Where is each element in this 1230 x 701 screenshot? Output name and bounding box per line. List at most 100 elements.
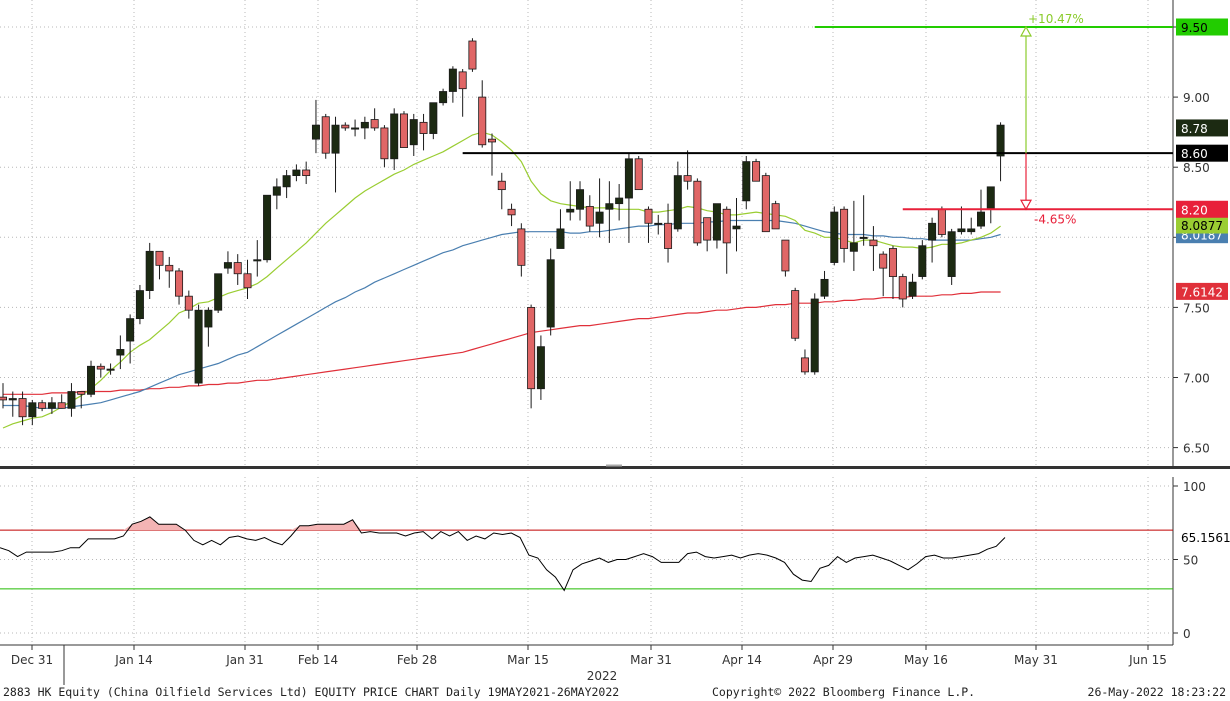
candle-body (566, 208, 575, 213)
candle-body (664, 222, 673, 249)
candle-body (683, 175, 692, 182)
candle-body (448, 68, 457, 92)
downside-percent-label: -4.65% (1034, 212, 1076, 226)
candle-body (605, 203, 614, 210)
candle-body (527, 306, 536, 390)
candle-body (439, 91, 448, 104)
candle-body (791, 290, 800, 339)
candle-body (752, 161, 761, 182)
downside-arrow-head (1019, 199, 1033, 211)
candle-body (321, 116, 330, 154)
candle-body (87, 365, 96, 395)
candle-body (57, 402, 66, 409)
time-tick-label: Jun 15 (1128, 653, 1167, 667)
candle-body (429, 102, 438, 134)
candle-body (879, 253, 888, 269)
candle-body (536, 346, 545, 390)
candle-body (644, 208, 653, 224)
candle-body (126, 318, 135, 342)
candle-body (38, 402, 47, 409)
candle-body (155, 250, 164, 266)
candle-body (468, 40, 477, 70)
candle-body (331, 124, 340, 154)
candle-body (214, 273, 223, 311)
candle-body (996, 124, 1005, 157)
candle-body (47, 402, 56, 409)
panel-divider (0, 466, 1230, 469)
oscillator-line (0, 516, 1006, 592)
candle-body (263, 194, 272, 261)
candle-body (409, 119, 418, 146)
candle-body (8, 398, 17, 401)
candle-body (986, 186, 995, 210)
candle-body (487, 138, 496, 143)
support-level-tag (1176, 200, 1228, 218)
timestamp: 26-May-2022 18:23:22 (1087, 685, 1226, 699)
candle-body (272, 186, 281, 196)
candle-body (243, 273, 252, 289)
candle-body (0, 396, 7, 401)
overbought-fill (290, 519, 362, 531)
candle-body (478, 96, 487, 146)
candle-body (67, 391, 76, 409)
candle-body (840, 208, 849, 249)
upside-arrow-head (1019, 25, 1033, 37)
candle-body (399, 113, 408, 148)
time-tick-label: May 16 (904, 653, 948, 667)
main-panel: +10.47% -4.65% (0, 12, 1173, 429)
candle-body (77, 391, 86, 395)
osc-tick-label: 50 (1183, 554, 1198, 568)
time-tick-label: Jan 14 (114, 653, 153, 667)
osc-tick-label: 0 (1183, 627, 1191, 641)
candle-body (458, 71, 467, 90)
candle-body (888, 248, 897, 277)
ma-long-line (3, 291, 1001, 395)
candle-body (898, 276, 907, 300)
candle-body (419, 121, 428, 134)
candle-body (742, 161, 751, 202)
time-tick-label: Jan 31 (225, 653, 264, 667)
target-level-tag-text: 9.50 (1181, 21, 1208, 35)
year-label: 2022 (587, 669, 618, 683)
candle-body (106, 368, 115, 371)
candle-body (380, 127, 389, 160)
candle-body (18, 398, 27, 418)
candle-body (771, 203, 780, 230)
panel-splitter-handle (606, 464, 622, 467)
candle-body (223, 262, 232, 269)
candle-body (351, 127, 360, 130)
candle-body (703, 217, 712, 241)
candle-body (595, 211, 604, 224)
candle-body (370, 119, 379, 129)
time-tick-label: Mar 15 (507, 653, 549, 667)
candle-body (849, 242, 858, 252)
time-tick-label: Mar 31 (630, 653, 672, 667)
support-level-tag-text: 8.20 (1181, 203, 1208, 217)
oscillator-last-tag (1176, 528, 1230, 546)
candle-body (722, 208, 731, 244)
resistance-level-tag (1176, 144, 1228, 162)
price-tick-label: 7.00 (1183, 372, 1210, 386)
candle-body (390, 113, 399, 160)
candle-body (517, 228, 526, 266)
candle-body (507, 208, 516, 216)
candle-body (165, 264, 174, 272)
candle-body (184, 295, 193, 311)
candle-body (116, 349, 125, 356)
ma-short-tag (1176, 216, 1228, 234)
candle-body (977, 211, 986, 227)
candle-body (292, 169, 301, 177)
candle-body (145, 250, 154, 291)
chart-description: 2883 HK Equity (China Oilfield Services … (3, 685, 620, 699)
candle-body (830, 211, 839, 263)
candle-body (928, 222, 937, 241)
target-level-tag (1176, 18, 1228, 36)
candle-body (96, 365, 105, 370)
candle-body (800, 357, 809, 373)
candle-body (585, 206, 594, 227)
candle-body (810, 298, 819, 373)
time-tick-label: Apr 14 (722, 653, 762, 667)
candle-body (654, 222, 663, 225)
